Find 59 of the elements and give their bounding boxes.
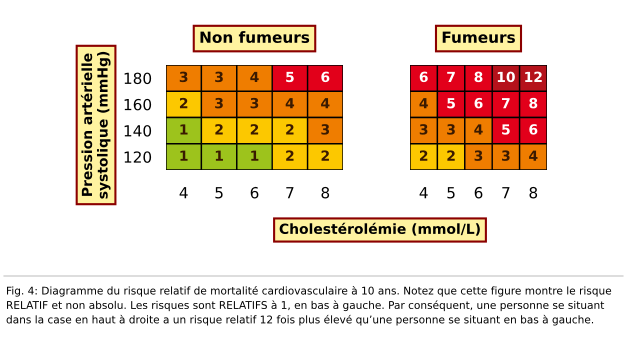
data-label: 1 bbox=[216, 150, 223, 161]
x-tick-label: 8 bbox=[321, 186, 330, 198]
x-tick-label: 8 bbox=[529, 186, 538, 198]
data-label: 3 bbox=[215, 98, 223, 108]
data-label: 4 bbox=[474, 124, 483, 134]
data-label: 3 bbox=[180, 72, 188, 82]
data-label: 6 bbox=[474, 98, 483, 108]
data-label: 3 bbox=[474, 150, 482, 161]
data-label: 5 bbox=[286, 72, 294, 82]
data-label: 3 bbox=[502, 150, 510, 161]
y-tick-label: 160 bbox=[124, 98, 152, 110]
data-label: 2 bbox=[447, 150, 455, 161]
y-axis-title: Pression artérielle systolique (mmHg) bbox=[80, 52, 111, 199]
data-label: 4 bbox=[419, 98, 428, 108]
data-label: 1 bbox=[180, 124, 188, 134]
data-label: 7 bbox=[502, 98, 510, 108]
data-label: 3 bbox=[321, 124, 330, 135]
data-label: 2 bbox=[420, 150, 428, 161]
x-tick-label: 6 bbox=[474, 186, 482, 198]
x-tick-label: 7 bbox=[286, 187, 294, 198]
data-label: 5 bbox=[502, 124, 510, 135]
chart-title: Fumeurs bbox=[442, 32, 515, 43]
y-tick-label: 180 bbox=[124, 72, 152, 84]
x-tick-label: 4 bbox=[180, 187, 188, 198]
data-label: 7 bbox=[447, 72, 455, 82]
data-label: 10 bbox=[498, 72, 515, 82]
data-label: 4 bbox=[529, 150, 538, 161]
data-label: 4 bbox=[321, 98, 330, 108]
x-tick-label: 5 bbox=[215, 187, 223, 198]
caption: Fig. 4: Diagramme du risque relatif de mortalité cardiovasculaire à 10 ans. Notez que cette figure montre le risque RELATIF et non absolu. Les risques sont RELATIFS à 1, en bas à gauche. Par conséquent, une personne se situant dans la case en haut à droite a un risque relatif 12 fois plus élevé qu’une personne se situant en bas à gauche. bbox=[6, 286, 612, 326]
x-tick-label: 6 bbox=[250, 186, 258, 198]
x-tick-label: 5 bbox=[447, 187, 455, 198]
data-label: 12 bbox=[525, 72, 542, 82]
data-label: 2 bbox=[322, 150, 329, 161]
data-label: 6 bbox=[321, 72, 330, 82]
data-label: 6 bbox=[420, 72, 428, 82]
data-label: 4 bbox=[286, 98, 294, 108]
x-tick-label: 7 bbox=[502, 187, 510, 198]
data-label: 5 bbox=[447, 98, 455, 108]
data-label: 3 bbox=[215, 72, 223, 82]
data-label: 3 bbox=[250, 98, 258, 108]
chart-title: Non fumeurs bbox=[200, 31, 310, 43]
y-tick-label: 140 bbox=[124, 125, 152, 137]
data-label: 8 bbox=[529, 98, 538, 108]
data-label: 2 bbox=[286, 124, 294, 134]
data-label: 3 bbox=[447, 124, 455, 135]
data-label: 1 bbox=[251, 150, 258, 161]
data-label: 6 bbox=[529, 124, 538, 135]
data-label: 2 bbox=[286, 150, 294, 161]
data-label: 2 bbox=[180, 98, 188, 108]
data-label: 4 bbox=[250, 72, 259, 82]
x-tick-label: 4 bbox=[420, 187, 428, 198]
data-label: 3 bbox=[420, 124, 428, 135]
y-tick-label: 120 bbox=[124, 151, 152, 163]
x-axis-title: Cholestérolémie (mmol/L) bbox=[280, 222, 480, 236]
data-label: 8 bbox=[474, 72, 482, 82]
data-label: 1 bbox=[180, 150, 188, 161]
data-label: 2 bbox=[250, 124, 258, 134]
data-label: 2 bbox=[215, 124, 223, 134]
